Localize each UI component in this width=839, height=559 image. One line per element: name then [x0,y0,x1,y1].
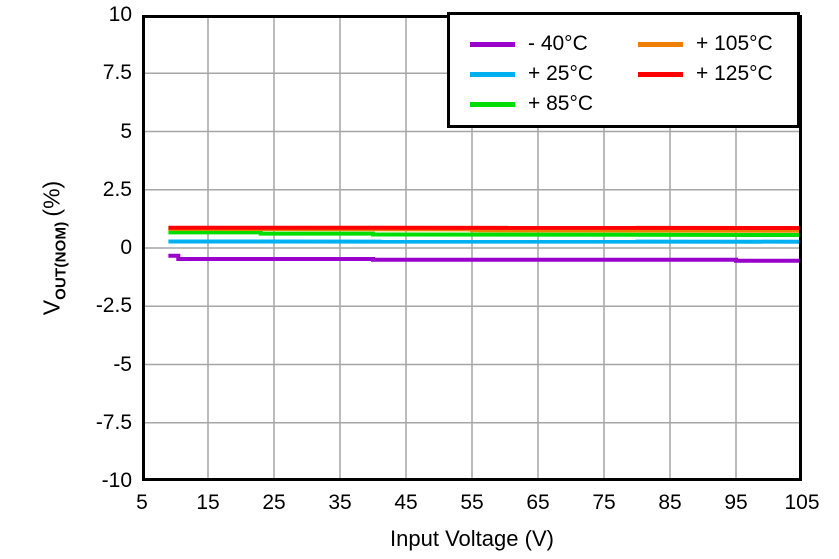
legend-item-1: + 25°C [470,59,638,89]
legend-item-0: - 40°C [470,29,638,59]
x-tick-label: 45 [394,491,418,514]
y-tick-label: -10 [101,469,132,492]
x-axis-title: Input Voltage (V) [390,526,554,551]
x-tick-label: 105 [784,491,820,514]
legend-item-2: + 85°C [470,89,638,119]
legend-box: - 40°C + 25°C + 85°C + 105°C + 125°C [447,12,800,128]
legend-items: - 40°C + 25°C + 85°C + 105°C + 125°C [450,15,797,119]
y-tick-label: -5 [113,352,132,376]
legend-label: + 85°C [528,92,594,115]
legend-swatch-icon [470,71,515,77]
legend-swatch-icon [470,41,515,47]
x-tick-label: 55 [460,491,484,514]
x-tick-label: 25 [262,491,286,514]
legend-item-4: + 125°C [638,59,797,89]
x-tick-label: 75 [592,491,616,514]
x-tick-label: 95 [724,491,748,514]
legend-swatch-icon [638,41,683,47]
y-tick-label: 0 [120,236,132,259]
y-tick-label: 10 [108,3,132,26]
y-tick-label: 5 [120,119,132,143]
legend-label: + 125°C [696,62,773,85]
x-tick-label: 5 [136,491,148,514]
series-line-2 [168,230,802,237]
x-tick-label: 85 [658,491,682,514]
y-axis-subscript: OUT(NOM) [52,221,70,300]
x-tick-label: 15 [196,491,220,514]
y-tick-label: 2.5 [102,177,132,201]
legend-swatch-icon [470,101,515,107]
series-line-0 [168,253,802,263]
y-tick-label: -2.5 [95,294,132,318]
x-tick-label: 35 [328,491,352,514]
legend-swatch-icon [638,71,683,77]
y-tick-label: -7.5 [95,410,132,434]
legend-label: - 40°C [528,32,588,55]
legend-item-3: + 105°C [638,29,797,59]
y-tick-label: 7.5 [102,61,132,85]
x-tick-label: 65 [526,491,550,514]
legend-label: + 25°C [528,62,594,85]
legend-label: + 105°C [696,32,773,55]
